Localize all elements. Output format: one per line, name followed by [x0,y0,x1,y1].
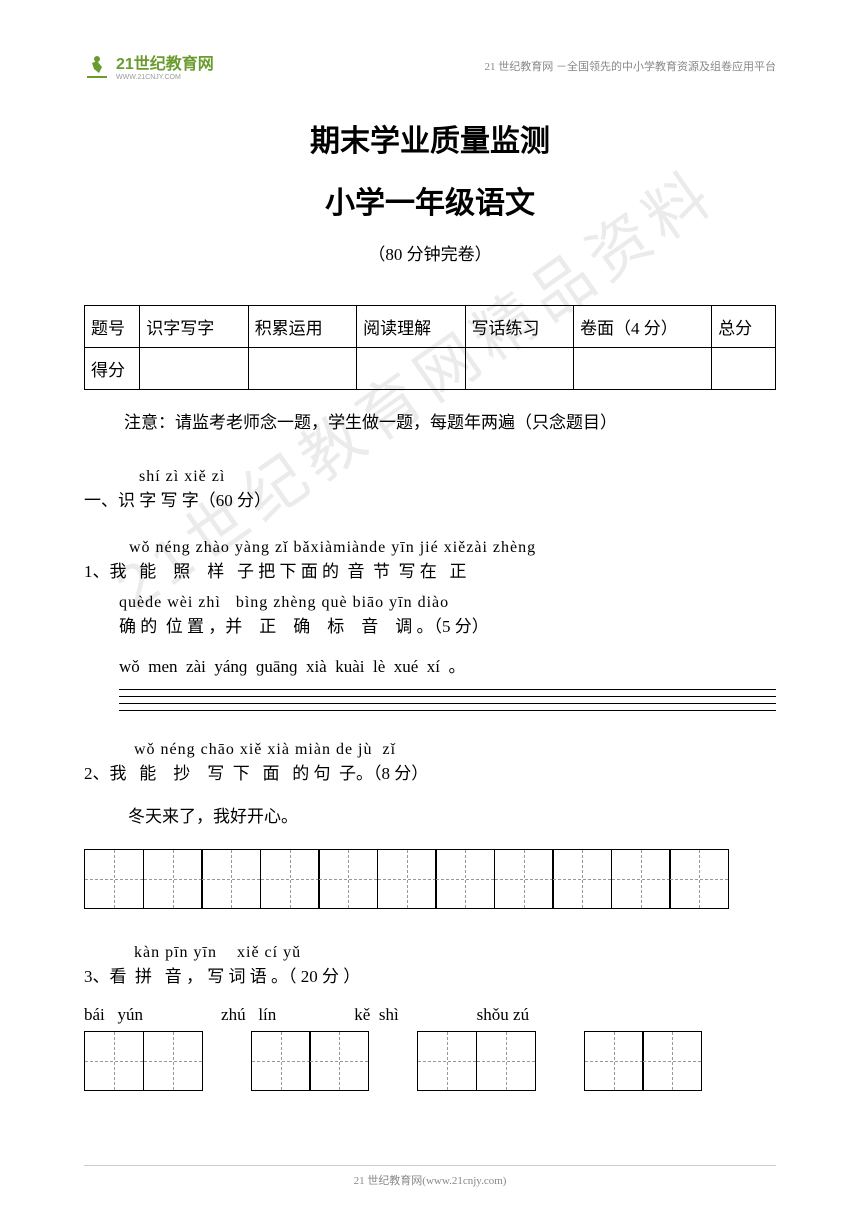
score-table: 题号 识字写字 积累运用 阅读理解 写话练习 卷面（4 分） 总分 得分 [84,305,776,390]
char-box [611,849,671,909]
pinyin-words-row: bái yún zhú lín kě shì shǒu zú [84,1005,776,1025]
question-1: wǒ néng zhào yàng zǐ bǎxiàmiànde yīn jié… [84,539,776,711]
pinyin: shí zì xiě zì [119,468,776,486]
char-box [260,849,320,909]
char-box [669,849,729,909]
header-right-text: 21 世纪教育网 －全国领先的中小学教育资源及组卷应用平台 [485,58,777,74]
word-box-pair [584,1031,703,1091]
chinese: 3、看 拼 音 ， 写 词 语 。（ 20 分 ） [84,962,776,987]
char-box [417,1031,477,1091]
char-box [552,849,612,909]
char-box [84,1031,144,1091]
td [357,348,465,390]
td [712,348,776,390]
page-header: 21世纪教育网 WWW.21CNJY.COM 21 世纪教育网 －全国领先的中小… [84,50,776,81]
char-box [494,849,554,909]
char-box [201,849,261,909]
logo-sub-text: WWW.21CNJY.COM [116,74,214,81]
char-box [84,849,144,909]
char-box [318,849,378,909]
char-box [309,1031,369,1091]
table-row: 得分 [85,348,776,390]
char-grid [84,849,776,909]
th: 题号 [85,306,140,348]
sentence: 冬天来了，我好开心。 [128,802,776,827]
th: 总分 [712,306,776,348]
th: 识字写字 [140,306,248,348]
th: 积累运用 [248,306,356,348]
chinese: 一、识 字 写 字（60 分） [84,486,776,511]
char-box [435,849,495,909]
pinyin: quède wèi zhì bìng zhèng què biāo yīn di… [119,594,776,612]
pinyin-word: zhú lín [221,1005,276,1025]
title-line2: 小学一年级语文 [84,178,776,222]
word-box-pair [251,1031,370,1091]
char-box [476,1031,536,1091]
td [248,348,356,390]
td [573,348,711,390]
char-box [143,1031,203,1091]
th: 阅读理解 [357,306,465,348]
char-box [642,1031,702,1091]
pinyin: wǒ néng zhào yàng zǐ bǎxiàmiànde yīn jié… [119,539,776,557]
pinyin-word: kě shì [354,1005,398,1025]
word-boxes-row [84,1031,776,1091]
page-footer: 21 世纪教育网(www.21cnjy.com) [84,1165,776,1188]
logo: 21世纪教育网 WWW.21CNJY.COM [84,50,214,81]
chinese: 确 的 位 置 ，并 正 确 标 音 调 。（5 分） [119,612,776,637]
question-2: wǒ néng chāo xiě xià miàn de jù zǐ 2、我 能… [84,741,776,909]
word-box-pair [84,1031,203,1091]
td: 得分 [85,348,140,390]
table-row: 题号 识字写字 积累运用 阅读理解 写话练习 卷面（4 分） 总分 [85,306,776,348]
char-box [251,1031,311,1091]
pinyin-word: shǒu zú [477,1005,529,1025]
pinyin-word: bái yún [84,1005,143,1025]
logo-main-text: 21世纪教育网 [116,50,214,74]
chinese: 2、我 能 抄 写 下 面 的 句 子。（8 分） [84,759,776,784]
word-box-pair [417,1031,536,1091]
td [140,348,248,390]
pinyin: wǒ néng chāo xiě xià miàn de jù zǐ [119,741,776,759]
th: 写话练习 [465,306,573,348]
note-text: 注意：请监考老师念一题，学生做一题，每题年两遍（只念题目） [124,408,776,433]
chinese: 1、我 能 照 样 子 把 下 面 的 音 节 写 在 正 [84,557,776,582]
four-line-grid [119,683,776,711]
char-box [377,849,437,909]
char-box [143,849,203,909]
char-box [584,1031,644,1091]
title-line1: 期末学业质量监测 [84,116,776,160]
logo-icon [84,53,110,79]
pinyin: kàn pīn yīn xiě cí yǔ [119,944,776,962]
subtitle: （80 分钟完卷） [84,240,776,265]
pinyin-sentence: wǒ men zài yánɡ ɡuānɡ xià kuài lè xué xí… [119,652,776,677]
td [465,348,573,390]
section-1: shí zì xiě zì 一、识 字 写 字（60 分） [84,468,776,511]
th: 卷面（4 分） [573,306,711,348]
question-3: kàn pīn yīn xiě cí yǔ 3、看 拼 音 ， 写 词 语 。（… [84,944,776,1091]
